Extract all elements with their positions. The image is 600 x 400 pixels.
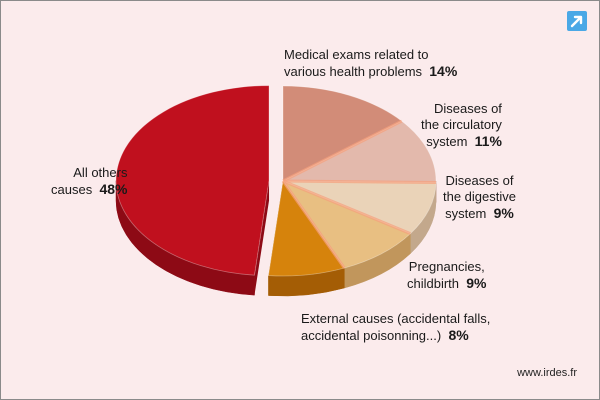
label-digestive-line-2: the digestive bbox=[443, 189, 516, 204]
label-external-causes-line-1: External causes (accidental falls, bbox=[301, 311, 491, 326]
pie-boundary-2 bbox=[282, 179, 436, 185]
label-external-causes: External causes (accidental falls, accid… bbox=[301, 311, 490, 344]
label-digestive-line-3: system bbox=[445, 206, 487, 221]
label-circulatory-line-1: Diseases of bbox=[434, 101, 502, 116]
label-digestive-line-1: Diseases of bbox=[445, 173, 514, 188]
pie-tops bbox=[115, 85, 437, 277]
pct-medical-exams: 14% bbox=[429, 63, 458, 79]
pie-slice-5 bbox=[115, 85, 270, 276]
website-url: www.irdes.fr bbox=[517, 367, 577, 379]
label-pregnancies: Pregnancies, childbirth 9% bbox=[407, 259, 487, 292]
pie-slice-1 bbox=[282, 120, 437, 183]
label-external-causes-line-2: accidental poisonning...) bbox=[301, 328, 442, 343]
label-all-others-line-2: causes bbox=[51, 182, 93, 197]
label-pregnancies-line-1: Pregnancies, bbox=[408, 259, 485, 274]
pct-pregnancies: 9% bbox=[466, 275, 487, 291]
diagonal-arrow-icon bbox=[567, 11, 587, 31]
pct-all-others: 48% bbox=[99, 181, 128, 197]
pie-boundary-1 bbox=[282, 119, 403, 183]
pie-slice-0 bbox=[282, 85, 403, 182]
label-pregnancies-line-2: childbirth bbox=[407, 276, 460, 291]
label-all-others: All others causes 48% bbox=[51, 165, 127, 198]
pct-digestive: 9% bbox=[493, 205, 514, 221]
pct-circulatory: 11% bbox=[474, 133, 502, 149]
pie-boundary-3 bbox=[282, 179, 411, 236]
label-medical-exams: Medical exams related to various health … bbox=[284, 47, 457, 80]
label-medical-exams-line-1: Medical exams related to bbox=[284, 47, 429, 62]
label-circulatory-line-3: system bbox=[426, 134, 468, 149]
label-circulatory: Diseases of the circulatory system 11% bbox=[421, 101, 502, 150]
pie-cut-5-0 bbox=[254, 180, 270, 296]
label-medical-exams-line-2: various health problems bbox=[284, 64, 423, 79]
label-all-others-line-1: All others bbox=[73, 165, 128, 180]
pie-boundary-4 bbox=[281, 180, 346, 269]
label-circulatory-line-2: the circulatory bbox=[421, 117, 502, 132]
label-digestive: Diseases of the digestive system 9% bbox=[443, 173, 516, 222]
pct-external-causes: 8% bbox=[448, 327, 469, 343]
